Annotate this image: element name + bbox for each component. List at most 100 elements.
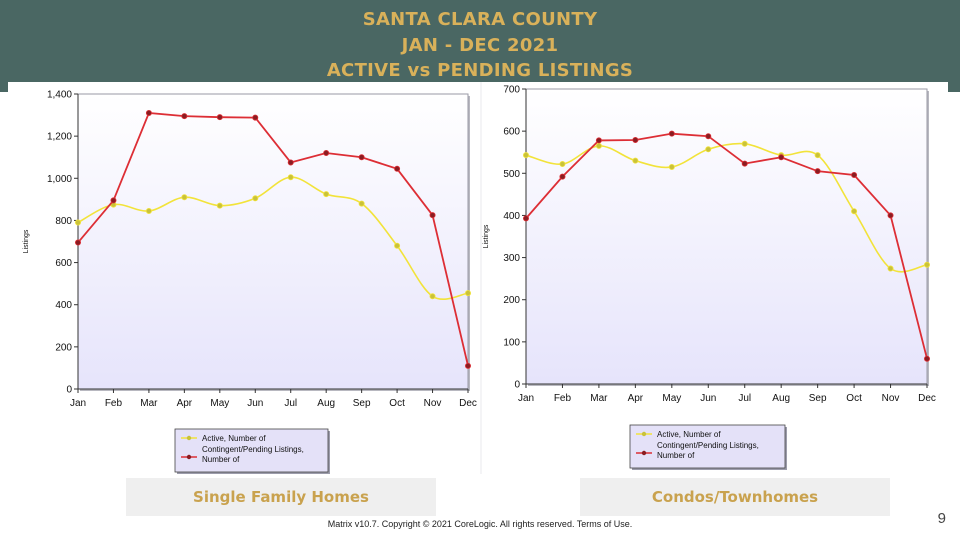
data-point-active bbox=[145, 207, 152, 214]
data-point-pending bbox=[216, 114, 223, 121]
data-point-pending bbox=[287, 159, 294, 166]
legend-label-pending-2: Number of bbox=[202, 455, 240, 464]
x-tick-label: Oct bbox=[389, 398, 405, 409]
data-point-active bbox=[814, 152, 821, 159]
title-county: SANTA CLARA COUNTY bbox=[362, 9, 598, 30]
data-point-pending bbox=[110, 197, 117, 204]
x-tick-label: Nov bbox=[424, 398, 442, 409]
data-point-pending bbox=[741, 160, 748, 167]
data-point-active bbox=[523, 152, 530, 159]
data-point-active bbox=[705, 146, 712, 153]
data-point-active bbox=[287, 174, 294, 181]
data-point-active bbox=[851, 208, 858, 215]
series-line-pending bbox=[525, 132, 928, 359]
data-point-pending bbox=[923, 355, 930, 362]
data-point-active bbox=[429, 293, 436, 300]
y-tick-label: 1,200 bbox=[47, 132, 72, 143]
data-point-active bbox=[394, 242, 401, 249]
data-point-pending bbox=[75, 239, 82, 246]
data-point-active bbox=[252, 195, 259, 202]
legend-marker-pending bbox=[641, 450, 647, 456]
y-axis-label: Listings bbox=[483, 224, 490, 248]
legend-label-pending-1: Contingent/Pending Listings, bbox=[202, 445, 304, 454]
data-point-pending bbox=[523, 215, 530, 222]
y-tick-label: 600 bbox=[503, 127, 520, 138]
y-tick-label: 200 bbox=[55, 342, 72, 353]
legend-label-pending-2: Number of bbox=[657, 451, 695, 460]
data-point-active bbox=[559, 161, 566, 168]
data-point-pending bbox=[358, 154, 365, 161]
data-point-pending bbox=[851, 171, 858, 178]
page-number: 9 bbox=[937, 510, 946, 527]
data-point-pending bbox=[559, 173, 566, 180]
x-tick-label: Jan bbox=[518, 393, 534, 404]
data-point-pending bbox=[145, 109, 152, 116]
legend-label-pending-1: Contingent/Pending Listings, bbox=[657, 441, 759, 450]
legend-label-active: Active, Number of bbox=[202, 434, 266, 443]
x-tick-label: Jun bbox=[247, 398, 263, 409]
data-point-pending bbox=[778, 154, 785, 161]
data-point-pending bbox=[181, 113, 188, 120]
x-tick-label: Feb bbox=[105, 398, 123, 409]
data-point-active bbox=[923, 261, 930, 268]
data-point-active bbox=[668, 163, 675, 170]
data-point-active bbox=[75, 219, 82, 226]
legend-label-active: Active, Number of bbox=[657, 430, 721, 439]
y-tick-label: 300 bbox=[503, 253, 520, 264]
data-point-pending bbox=[595, 137, 602, 144]
y-tick-label: 100 bbox=[503, 337, 520, 348]
data-point-active bbox=[887, 265, 894, 272]
y-tick-label: 1,000 bbox=[47, 174, 72, 185]
data-point-pending bbox=[464, 362, 471, 369]
x-tick-label: Feb bbox=[554, 393, 572, 404]
data-point-active bbox=[323, 191, 330, 198]
series-line-pending bbox=[77, 112, 469, 367]
header-banner: SANTA CLARA COUNTY JAN - DEC 2021 ACTIVE… bbox=[0, 0, 960, 92]
data-point-pending bbox=[705, 133, 712, 140]
x-tick-label: Mar bbox=[140, 398, 158, 409]
data-point-pending bbox=[394, 165, 401, 172]
x-tick-label: Jun bbox=[700, 393, 716, 404]
copyright-footer: Matrix v10.7. Copyright © 2021 CoreLogic… bbox=[327, 519, 633, 529]
y-tick-label: 700 bbox=[503, 85, 520, 96]
plot-area bbox=[525, 88, 928, 385]
data-point-active bbox=[632, 157, 639, 164]
x-tick-label: Apr bbox=[177, 398, 193, 409]
legend-marker-active bbox=[641, 431, 647, 437]
x-tick-label: Jul bbox=[738, 393, 751, 404]
data-point-pending bbox=[887, 212, 894, 219]
x-tick-label: May bbox=[662, 393, 681, 404]
chart-single-family: 0 200 400 600 800 1,000 1,200 1,400 Jan Feb Mar Apr… bbox=[8, 82, 480, 474]
data-point-pending bbox=[429, 212, 436, 219]
x-tick-label: Dec bbox=[459, 398, 477, 409]
x-tick-label: May bbox=[210, 398, 229, 409]
legend-box bbox=[174, 428, 329, 473]
caption-condos: Condos/Townhomes bbox=[580, 478, 890, 516]
caption-single-family: Single Family Homes bbox=[126, 478, 436, 516]
x-tick-label: Aug bbox=[317, 398, 335, 409]
y-tick-label: 800 bbox=[55, 216, 72, 227]
data-point-active bbox=[741, 140, 748, 147]
legend-marker-pending bbox=[186, 454, 192, 460]
data-point-pending bbox=[252, 114, 259, 121]
x-tick-label: Nov bbox=[882, 393, 900, 404]
y-tick-label: 400 bbox=[55, 300, 72, 311]
chart-condos: 0 100 200 300 400 500 600 700 Jan Feb Mar Apr May Jun… bbox=[482, 82, 948, 474]
x-tick-label: Jan bbox=[70, 398, 86, 409]
data-point-pending bbox=[323, 150, 330, 157]
y-tick-label: 400 bbox=[503, 211, 520, 222]
y-tick-label: 200 bbox=[503, 295, 520, 306]
x-tick-label: Apr bbox=[628, 393, 644, 404]
data-point-active bbox=[216, 202, 223, 209]
y-tick-label: 500 bbox=[503, 169, 520, 180]
x-tick-label: Aug bbox=[772, 393, 790, 404]
plot-area bbox=[77, 93, 469, 390]
y-tick-label: 1,400 bbox=[47, 90, 72, 101]
title-subject: ACTIVE vs PENDING LISTINGS bbox=[326, 60, 634, 81]
data-point-pending bbox=[632, 136, 639, 143]
x-tick-label: Dec bbox=[918, 393, 936, 404]
y-axis-label: Listings bbox=[23, 229, 30, 253]
data-point-active bbox=[464, 290, 471, 297]
y-tick-label: 600 bbox=[55, 258, 72, 269]
y-tick-label: 0 bbox=[66, 385, 72, 396]
